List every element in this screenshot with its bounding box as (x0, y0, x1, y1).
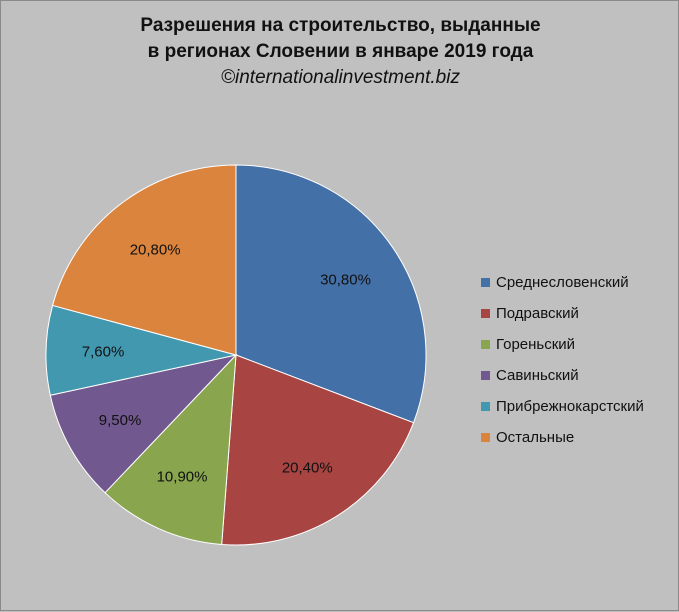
pie-label-5: 20,80% (130, 241, 181, 258)
legend-item-5: Остальные (481, 422, 644, 453)
legend-item-0: Среднесловенский (481, 267, 644, 298)
legend-label-4: Прибрежнокарстский (496, 398, 644, 415)
legend-item-3: Савиньский (481, 360, 644, 391)
chart-title: Разрешения на строительство, выданные в … (1, 13, 679, 91)
pie-label-0: 30,80% (320, 272, 371, 289)
chart-subtitle: ©internationalinvestment.biz (221, 67, 460, 88)
legend-item-1: Подравский (481, 298, 644, 329)
legend-swatch-5 (481, 433, 490, 442)
legend-label-1: Подравский (496, 305, 579, 322)
legend-swatch-4 (481, 402, 490, 411)
legend-swatch-3 (481, 371, 490, 380)
legend-swatch-0 (481, 278, 490, 287)
pie-slice-0 (235, 164, 427, 424)
legend-label-0: Среднесловенский (496, 274, 629, 291)
legend-item-4: Прибрежнокарстский (481, 391, 644, 422)
pie-slice-1 (221, 354, 415, 546)
legend-label-2: Гореньский (496, 336, 576, 353)
pie-label-3: 9,50% (99, 412, 142, 429)
legend-swatch-1 (481, 309, 490, 318)
legend-swatch-2 (481, 340, 490, 349)
pie-label-4: 7,60% (82, 344, 125, 361)
legend: Среднесловенский Подравский Гореньский Сави… (481, 267, 644, 453)
legend-item-2: Гореньский (481, 329, 644, 360)
pie-label-2: 10,90% (157, 469, 208, 486)
legend-label-5: Остальные (496, 429, 575, 446)
chart-title-line-2: в регионах Словении в январе 2019 года (147, 41, 534, 62)
legend-label-3: Савиньский (496, 367, 579, 384)
pie-slice-5 (51, 164, 237, 356)
pie-label-1: 20,40% (282, 459, 333, 476)
pie-slice-2 (104, 353, 237, 545)
chart-title-line-1: Разрешения на строительство, выданные (140, 15, 541, 36)
pie-slice-3 (49, 354, 238, 494)
